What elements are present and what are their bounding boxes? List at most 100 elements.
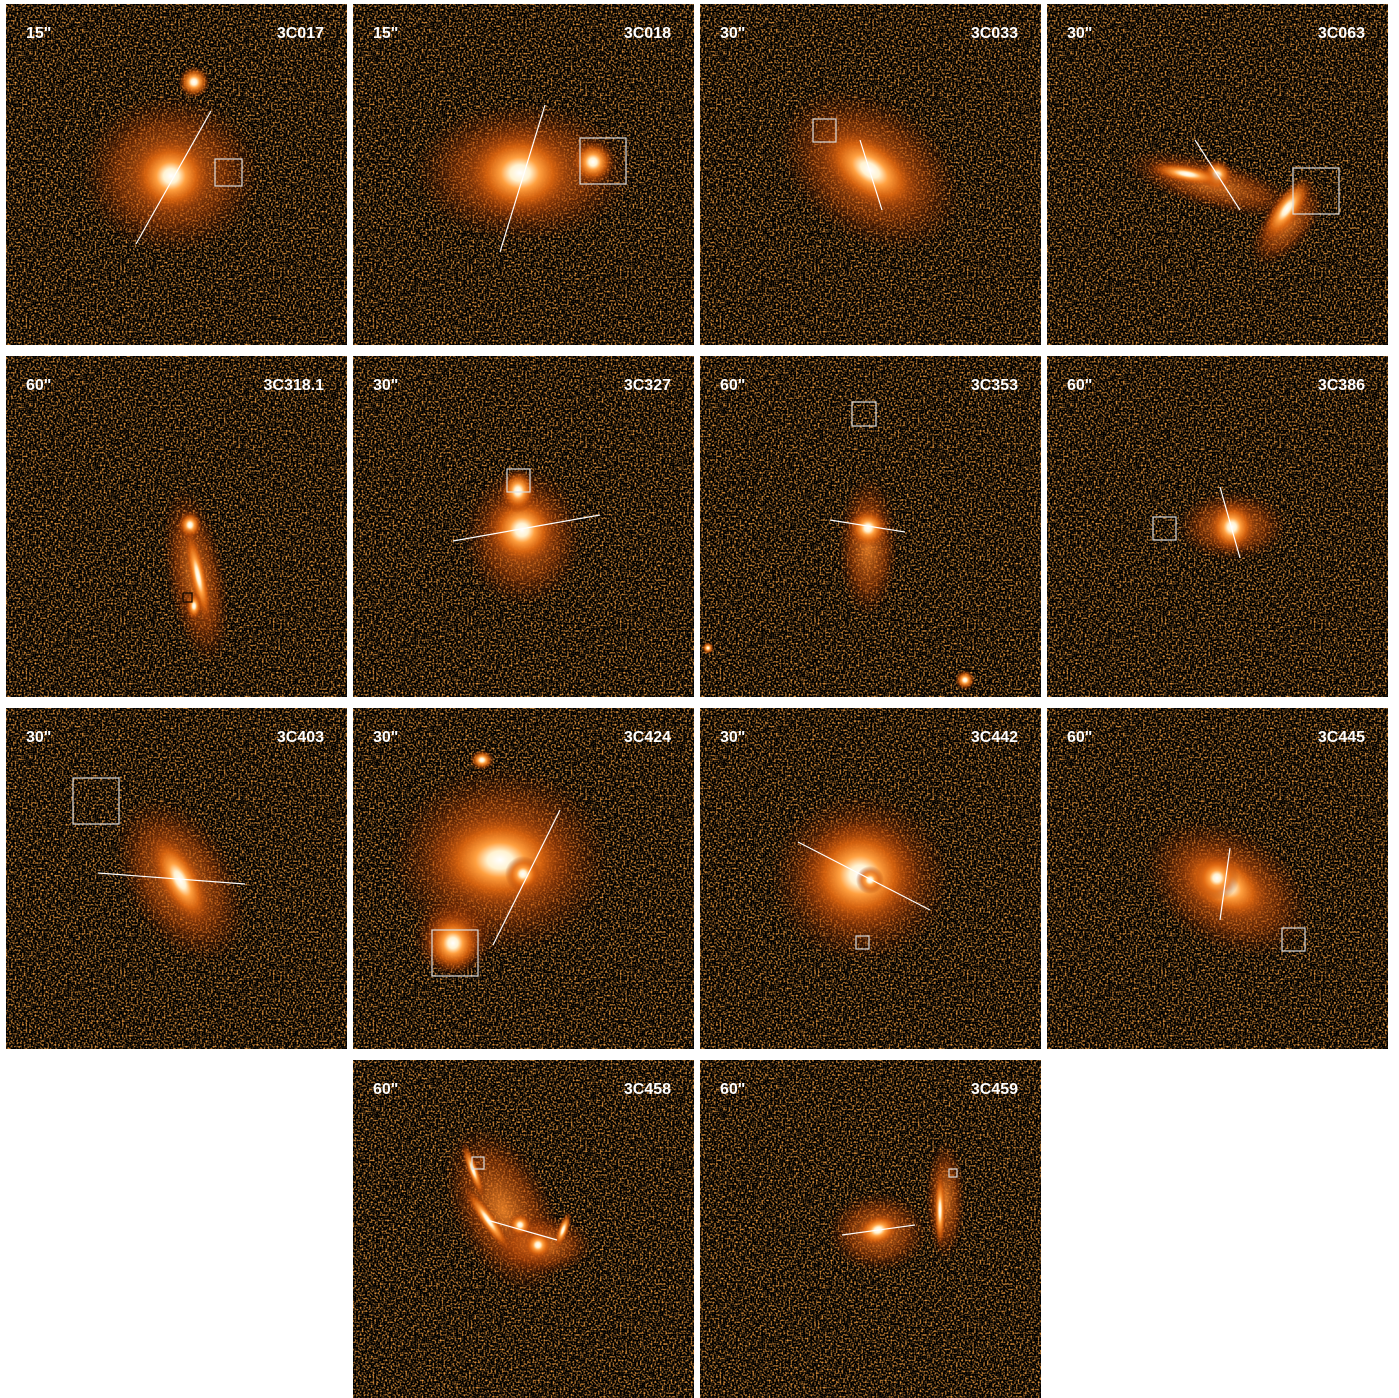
source-glow xyxy=(129,136,213,216)
source-glow xyxy=(571,140,615,184)
panel-image: 30" 3C033 xyxy=(700,4,1041,345)
region-box xyxy=(1152,516,1177,541)
panel-image: 30" 3C063 xyxy=(1047,4,1388,345)
panel: 15" 3C018 xyxy=(353,4,694,345)
scale-label: 60" xyxy=(1067,377,1092,394)
panel-image: 30" 3C403 xyxy=(6,708,347,1049)
source-glow xyxy=(461,1141,485,1199)
region-box xyxy=(855,935,870,950)
panel: 60" 3C318.1 xyxy=(6,356,347,697)
source-name: 3C445 xyxy=(1318,729,1365,746)
jet-axis xyxy=(841,1224,916,1236)
region-box xyxy=(72,777,120,825)
panel-image: 15" 3C018 xyxy=(353,4,694,345)
source-glow xyxy=(178,66,210,98)
source-glow xyxy=(848,508,888,548)
scale-label: 30" xyxy=(720,729,745,746)
scale-label: 30" xyxy=(373,377,398,394)
source-glow xyxy=(508,1213,532,1237)
source-glow xyxy=(470,750,494,770)
panel: 15" 3C017 xyxy=(6,4,347,345)
source-glow xyxy=(702,642,714,654)
panel-image: 30" 3C424 xyxy=(353,708,694,1049)
scale-label: 30" xyxy=(373,729,398,746)
scale-label: 60" xyxy=(720,1081,745,1098)
panel-image: 60" 3C459 xyxy=(700,1060,1041,1398)
jet-axis xyxy=(1194,139,1241,211)
region-box xyxy=(471,1156,485,1170)
jet-axis xyxy=(797,841,931,911)
panel: 30" 3C403 xyxy=(6,708,347,1049)
region-box xyxy=(506,468,531,493)
source-name: 3C318.1 xyxy=(264,377,325,394)
source-glow xyxy=(186,592,202,620)
source-glow xyxy=(486,494,558,566)
panel-image: 60" 3C445 xyxy=(1047,708,1388,1049)
panel-image: 30" 3C442 xyxy=(700,708,1041,1049)
panel: 30" 3C327 xyxy=(353,356,694,697)
panel: 60" 3C353 xyxy=(700,356,1041,697)
jet-axis xyxy=(486,1219,558,1241)
jet-axis xyxy=(1219,847,1231,921)
source-glow xyxy=(934,1170,946,1250)
source-name: 3C459 xyxy=(971,1081,1018,1098)
scale-label: 60" xyxy=(373,1081,398,1098)
source-name: 3C033 xyxy=(971,25,1018,42)
source-glow xyxy=(505,856,541,892)
jet-axis xyxy=(829,519,906,533)
jet-axis xyxy=(492,809,561,946)
source-glow xyxy=(148,832,212,928)
panel: 60" 3C386 xyxy=(1047,356,1388,697)
source-glow xyxy=(425,913,481,973)
jet-axis xyxy=(452,514,601,542)
source-glow xyxy=(1208,501,1256,553)
jet-axis xyxy=(1219,486,1241,559)
scale-label: 30" xyxy=(1067,25,1092,42)
source-glow xyxy=(955,670,975,690)
source-glow xyxy=(554,1211,572,1249)
panel-image: 30" 3C327 xyxy=(353,356,694,697)
panel: 30" 3C063 xyxy=(1047,4,1388,345)
source-name: 3C327 xyxy=(624,377,671,394)
source-name: 3C442 xyxy=(971,729,1018,746)
region-box xyxy=(431,929,479,977)
region-box xyxy=(579,137,627,185)
region-box xyxy=(214,158,243,187)
source-glow xyxy=(184,527,212,625)
source-glow xyxy=(1260,175,1314,243)
scale-label: 30" xyxy=(720,25,745,42)
jet-axis xyxy=(135,110,212,245)
jet-axis xyxy=(97,872,246,885)
panel-image: 15" 3C017 xyxy=(6,4,347,345)
source-name: 3C018 xyxy=(624,25,671,42)
scale-label: 60" xyxy=(26,377,51,394)
panel: 30" 3C033 xyxy=(700,4,1041,345)
region-box xyxy=(182,592,193,603)
scale-label: 60" xyxy=(720,377,745,394)
panel: 60" 3C458 xyxy=(353,1060,694,1398)
panel: 30" 3C442 xyxy=(700,708,1041,1049)
source-glow xyxy=(430,810,570,910)
panel-image: 60" 3C353 xyxy=(700,356,1041,697)
source-name: 3C458 xyxy=(624,1081,671,1098)
source-name: 3C403 xyxy=(277,729,324,746)
region-box xyxy=(1292,167,1340,215)
panel-image: 60" 3C386 xyxy=(1047,356,1388,697)
source-glow xyxy=(1147,161,1227,187)
source-glow xyxy=(500,469,536,513)
region-box xyxy=(1281,927,1306,952)
source-glow xyxy=(524,1231,552,1259)
panel: 60" 3C459 xyxy=(700,1060,1041,1398)
region-box xyxy=(851,401,877,427)
source-name: 3C017 xyxy=(277,25,324,42)
source-name: 3C424 xyxy=(624,729,671,746)
source-name: 3C386 xyxy=(1318,377,1365,394)
panel-image: 60" 3C318.1 xyxy=(6,356,347,697)
scale-label: 15" xyxy=(26,25,51,42)
scale-label: 60" xyxy=(1067,729,1092,746)
panel: 30" 3C424 xyxy=(353,708,694,1049)
scale-label: 30" xyxy=(26,729,51,746)
source-glow xyxy=(465,128,575,218)
